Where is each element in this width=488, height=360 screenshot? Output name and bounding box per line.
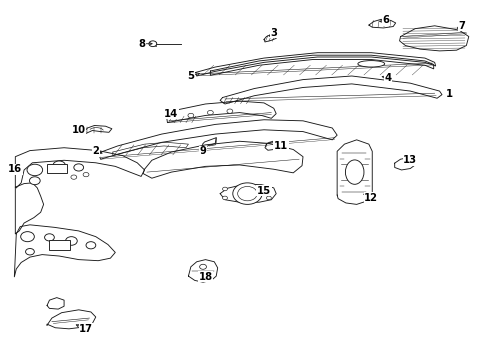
Circle shape: [207, 111, 213, 115]
Text: 8: 8: [138, 39, 145, 49]
Circle shape: [232, 183, 262, 204]
Circle shape: [86, 242, 96, 249]
FancyBboxPatch shape: [47, 164, 66, 173]
Circle shape: [65, 237, 77, 245]
Text: 13: 13: [403, 155, 416, 165]
Text: 17: 17: [79, 324, 93, 334]
Circle shape: [44, 234, 54, 241]
Circle shape: [25, 248, 34, 255]
Circle shape: [27, 164, 42, 176]
Circle shape: [187, 113, 193, 118]
Text: 12: 12: [364, 193, 378, 203]
Circle shape: [83, 172, 89, 177]
FancyBboxPatch shape: [49, 240, 70, 250]
Text: 14: 14: [164, 109, 178, 119]
Text: 11: 11: [273, 141, 287, 151]
Text: 1: 1: [445, 89, 452, 99]
Text: 6: 6: [382, 15, 388, 26]
Circle shape: [149, 41, 157, 46]
Text: 18: 18: [198, 272, 212, 282]
Text: 15: 15: [256, 186, 270, 196]
Circle shape: [266, 196, 271, 200]
Circle shape: [226, 109, 232, 113]
Text: 4: 4: [384, 73, 391, 83]
Circle shape: [199, 271, 206, 276]
Circle shape: [20, 231, 34, 242]
Circle shape: [71, 175, 77, 179]
Ellipse shape: [357, 60, 384, 67]
Text: 5: 5: [187, 71, 194, 81]
Text: 7: 7: [457, 21, 464, 31]
Text: 2: 2: [92, 146, 99, 156]
Circle shape: [74, 164, 83, 171]
Circle shape: [222, 187, 227, 191]
Text: 9: 9: [199, 146, 206, 156]
Text: 16: 16: [8, 164, 22, 174]
Circle shape: [222, 196, 227, 200]
Text: 10: 10: [72, 125, 85, 135]
Ellipse shape: [345, 160, 363, 184]
Circle shape: [29, 177, 40, 185]
Circle shape: [199, 264, 206, 269]
Text: 3: 3: [270, 28, 277, 38]
Circle shape: [237, 186, 257, 201]
Circle shape: [53, 161, 65, 170]
Circle shape: [266, 187, 271, 191]
